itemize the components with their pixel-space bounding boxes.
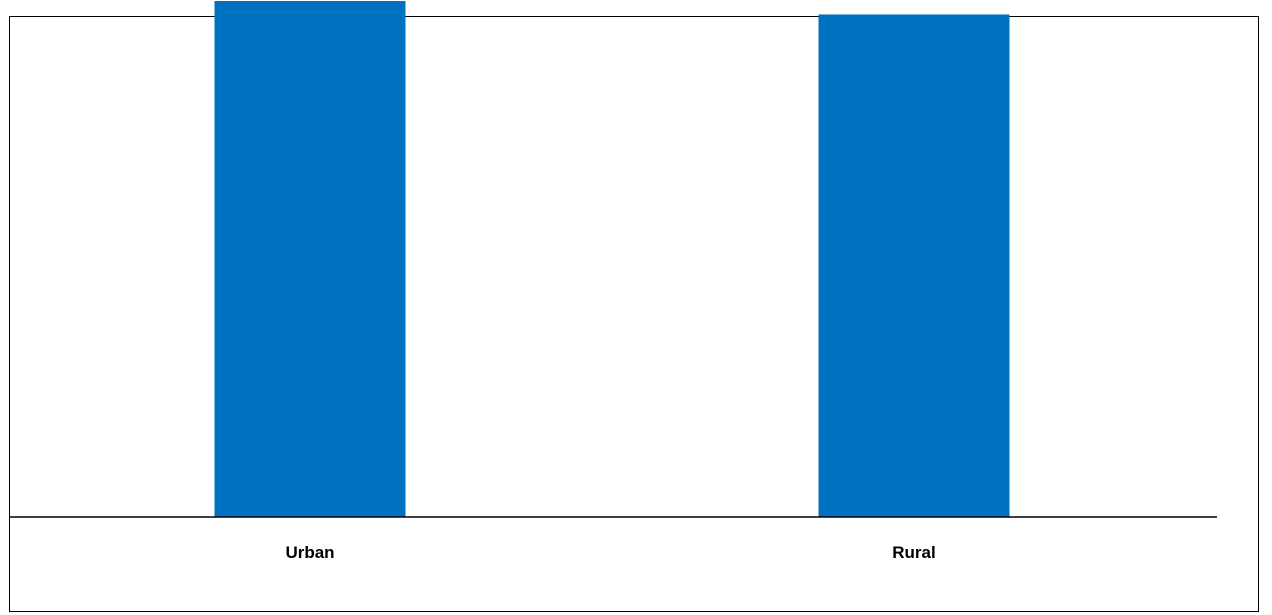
category-label-urban: Urban <box>285 543 334 562</box>
data-label-rural: 97.2 <box>897 0 930 3</box>
bar-rural <box>818 14 1010 517</box>
bar-urban <box>214 1 406 518</box>
category-label-rural: Rural <box>892 543 935 562</box>
bars-layer <box>214 1 1010 518</box>
labels-layer: 99.8Urban97.2Rural <box>285 0 935 562</box>
